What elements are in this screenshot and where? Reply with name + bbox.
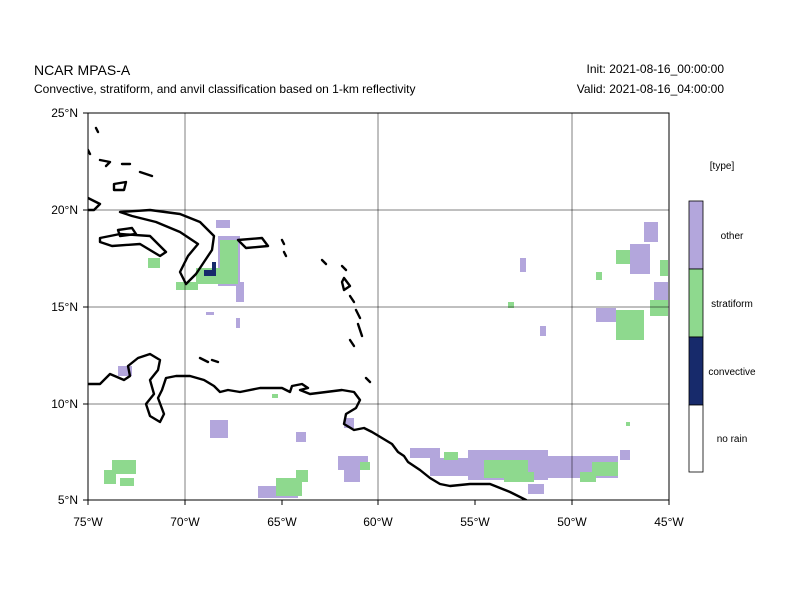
other-patch-atlantic <box>520 222 668 336</box>
coast-antilles-2 <box>282 250 288 258</box>
coast-antilles-4 <box>340 264 348 272</box>
tick-marks <box>83 112 670 505</box>
lon-tick-label: 75°W <box>73 515 103 529</box>
coast-bahamas-1 <box>94 126 100 134</box>
coast-antilles-3 <box>320 258 328 266</box>
lon-tick-label: 60°W <box>363 515 393 529</box>
coast-hispaniola-west <box>98 232 168 258</box>
coast-antilles-7 <box>354 308 362 320</box>
plot-frame <box>87 112 670 501</box>
precip-field <box>104 220 668 498</box>
coast-antilles-8 <box>356 322 364 338</box>
colorbar-label-no-rain: no rain <box>717 434 748 445</box>
lon-tick-label: 65°W <box>267 515 297 529</box>
lat-tick-label: 5°N <box>58 493 78 507</box>
colorbar-swatch-stratiform <box>688 268 704 338</box>
colorbar-swatch-convective <box>688 336 704 406</box>
coast-antilles-6 <box>348 294 356 304</box>
coast-bahamas-5 <box>138 170 154 178</box>
coast-puerto-rico <box>236 236 270 250</box>
stratiform-patch-east-hispaniola <box>148 240 238 290</box>
coast-south-america <box>88 352 528 500</box>
valid-time: Valid: 2021-08-16_04:00:00 <box>576 82 724 96</box>
stratiform-patch-atlantic <box>508 250 668 340</box>
coast-bahamas-3 <box>98 158 112 168</box>
coast-antilles-12 <box>210 358 220 364</box>
init-time: Init: 2021-08-16_00:00:00 <box>586 62 724 76</box>
figure-title: NCAR MPAS-A <box>34 62 131 78</box>
lon-tick-label: 45°W <box>654 515 684 529</box>
colorbar-label-stratiform: stratiform <box>711 299 753 310</box>
lon-tick-label: 50°W <box>557 515 587 529</box>
coast-antilles-10 <box>364 376 372 384</box>
figure-subtitle: Convective, stratiform, and anvil classi… <box>34 82 416 96</box>
coast-bahamas-6 <box>112 180 128 192</box>
coast-antilles-9 <box>348 338 356 348</box>
gridlines <box>88 113 669 500</box>
colorbar-label-convective: convective <box>708 367 756 378</box>
coast-antilles-11 <box>198 356 210 364</box>
coast-jamaica <box>116 226 138 238</box>
lat-tick-label: 10°N <box>51 397 78 411</box>
lon-tick-label: 70°W <box>170 515 200 529</box>
lat-tick-labels: 25°N 20°N 15°N 10°N 5°N <box>51 106 78 507</box>
convective-patch <box>204 262 216 276</box>
lon-tick-label: 55°W <box>460 515 490 529</box>
stratiform-patch-south <box>104 394 630 496</box>
colorbar-title: [type] <box>710 161 735 172</box>
coast-cuba <box>88 196 102 212</box>
coastlines <box>88 126 528 500</box>
coast-hispaniola <box>118 208 216 286</box>
colorbar-label-other: other <box>721 231 744 242</box>
colorbar: [type] other stratiform convective no ra… <box>688 161 756 473</box>
coast-antilles-1 <box>280 238 286 246</box>
coast-antilles-5 <box>340 276 352 292</box>
lat-tick-label: 15°N <box>51 300 78 314</box>
lon-tick-labels: 75°W 70°W 65°W 60°W 55°W 50°W 45°W <box>73 515 684 529</box>
colorbar-swatch-other <box>688 200 704 270</box>
lat-tick-label: 20°N <box>51 203 78 217</box>
lat-tick-label: 25°N <box>51 106 78 120</box>
colorbar-swatch-no-rain <box>688 404 704 473</box>
